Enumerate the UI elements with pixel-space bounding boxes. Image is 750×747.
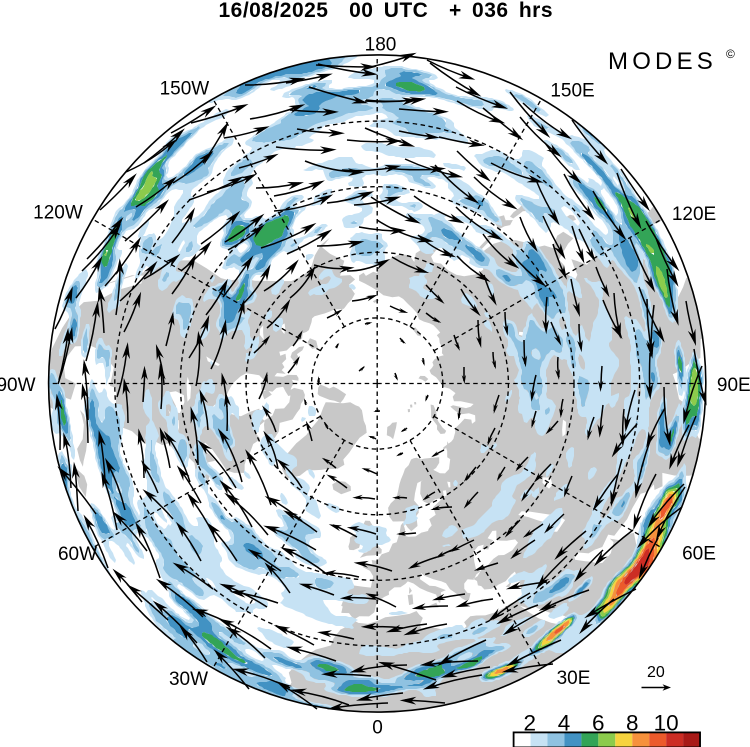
svg-text:0: 0 xyxy=(372,717,383,738)
svg-text:20: 20 xyxy=(647,664,665,681)
svg-text:150E: 150E xyxy=(550,81,594,102)
svg-text:©: © xyxy=(726,47,735,61)
svg-text:30W: 30W xyxy=(169,669,208,690)
svg-text:120W: 120W xyxy=(33,203,83,224)
svg-text:120E: 120E xyxy=(672,204,716,225)
svg-text:150W: 150W xyxy=(160,79,210,100)
svg-text:60E: 60E xyxy=(682,544,716,565)
svg-text:8: 8 xyxy=(626,711,639,736)
svg-text:4: 4 xyxy=(558,711,571,736)
svg-text:2: 2 xyxy=(524,711,537,736)
svg-text:30E: 30E xyxy=(557,668,591,689)
svg-text:180: 180 xyxy=(365,35,397,56)
svg-text:MODES: MODES xyxy=(608,48,717,75)
svg-text:60W: 60W xyxy=(58,544,97,565)
svg-text:10: 10 xyxy=(654,711,679,736)
svg-text:16/08/2025 00 UTC + 036 hrs: 16/08/2025 00 UTC + 036 hrs xyxy=(219,0,553,22)
svg-text:90E: 90E xyxy=(717,375,750,396)
svg-text:6: 6 xyxy=(592,711,605,736)
svg-text:90W: 90W xyxy=(0,375,36,396)
